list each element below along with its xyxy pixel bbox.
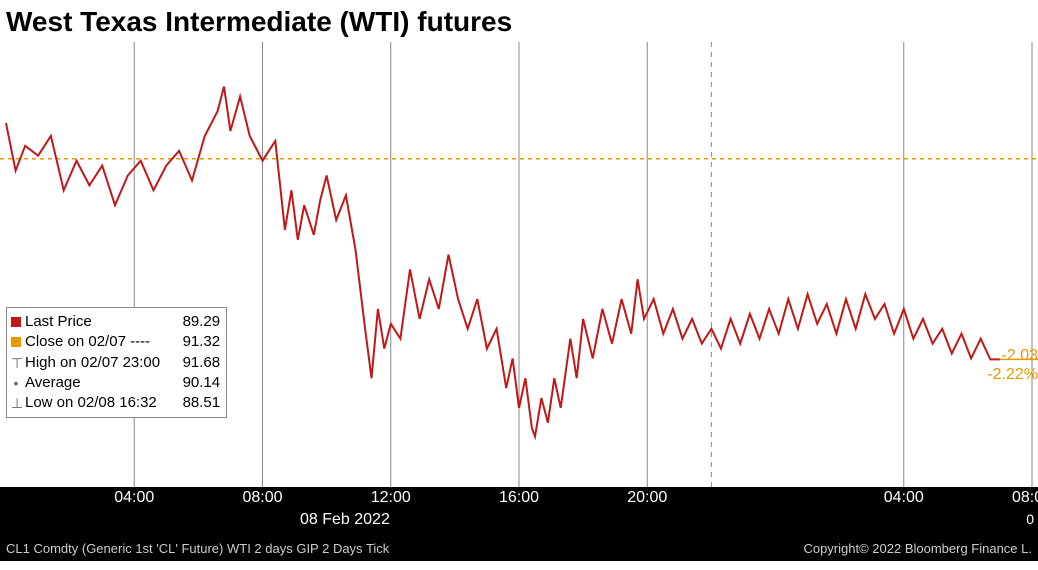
change-absolute: -2.03 [987,347,1038,365]
legend-row: Close on 02/07 ----91.32 [11,332,220,352]
x-axis: 08 Feb 2022 0 04:00 08:00 12:00 16:00 20:00 0… [0,487,1038,535]
legend-label: Last Price [25,312,168,332]
legend-marker: ⊤ [11,358,21,368]
x-tick-label: 08:00 [242,489,282,507]
legend-marker [11,337,21,347]
chart-area: Last Price89.29Close on 02/07 ----91.32⊤… [0,42,1038,487]
legend-value: 88.51 [172,393,220,413]
legend-label: Close on 02/07 ---- [25,332,168,352]
legend-value: 89.29 [172,312,220,332]
legend-value: 91.32 [172,332,220,352]
legend-row: • Average90.14 [11,373,220,393]
x-tick-label: 04:00 [114,489,154,507]
price-chart [0,42,1038,487]
legend-label: Low on 02/08 16:32 [25,393,168,413]
legend-marker [11,317,21,327]
legend-value: 91.68 [172,353,220,373]
x-axis-right-marker: 0 [1026,511,1034,527]
legend-box: Last Price89.29Close on 02/07 ----91.32⊤… [6,307,227,418]
x-tick-label: 12:00 [371,489,411,507]
footer-right: Copyright© 2022 Bloomberg Finance L. [803,541,1032,556]
legend-marker: • [11,378,21,388]
x-tick-label: 16:00 [499,489,539,507]
legend-label: High on 02/07 23:00 [25,353,168,373]
legend-value: 90.14 [172,373,220,393]
legend-label: Average [25,373,168,393]
footer-left: CL1 Comdty (Generic 1st 'CL' Future) WTI… [6,541,389,556]
x-tick-label: 20:00 [627,489,667,507]
legend-row: ⊥ Low on 02/08 16:3288.51 [11,393,220,413]
x-axis-date: 08 Feb 2022 [300,511,390,529]
legend-marker: ⊥ [11,398,21,408]
footer: CL1 Comdty (Generic 1st 'CL' Future) WTI… [0,535,1038,561]
legend-row: ⊤ High on 02/07 23:0091.68 [11,353,220,373]
chart-title: West Texas Intermediate (WTI) futures [0,0,1038,42]
change-percent: -2.22% [987,366,1038,384]
x-tick-label: 04:00 [884,489,924,507]
legend-row: Last Price89.29 [11,312,220,332]
change-labels: -2.03 -2.22% [987,347,1038,384]
x-tick-label: 08:00 [1012,489,1038,507]
